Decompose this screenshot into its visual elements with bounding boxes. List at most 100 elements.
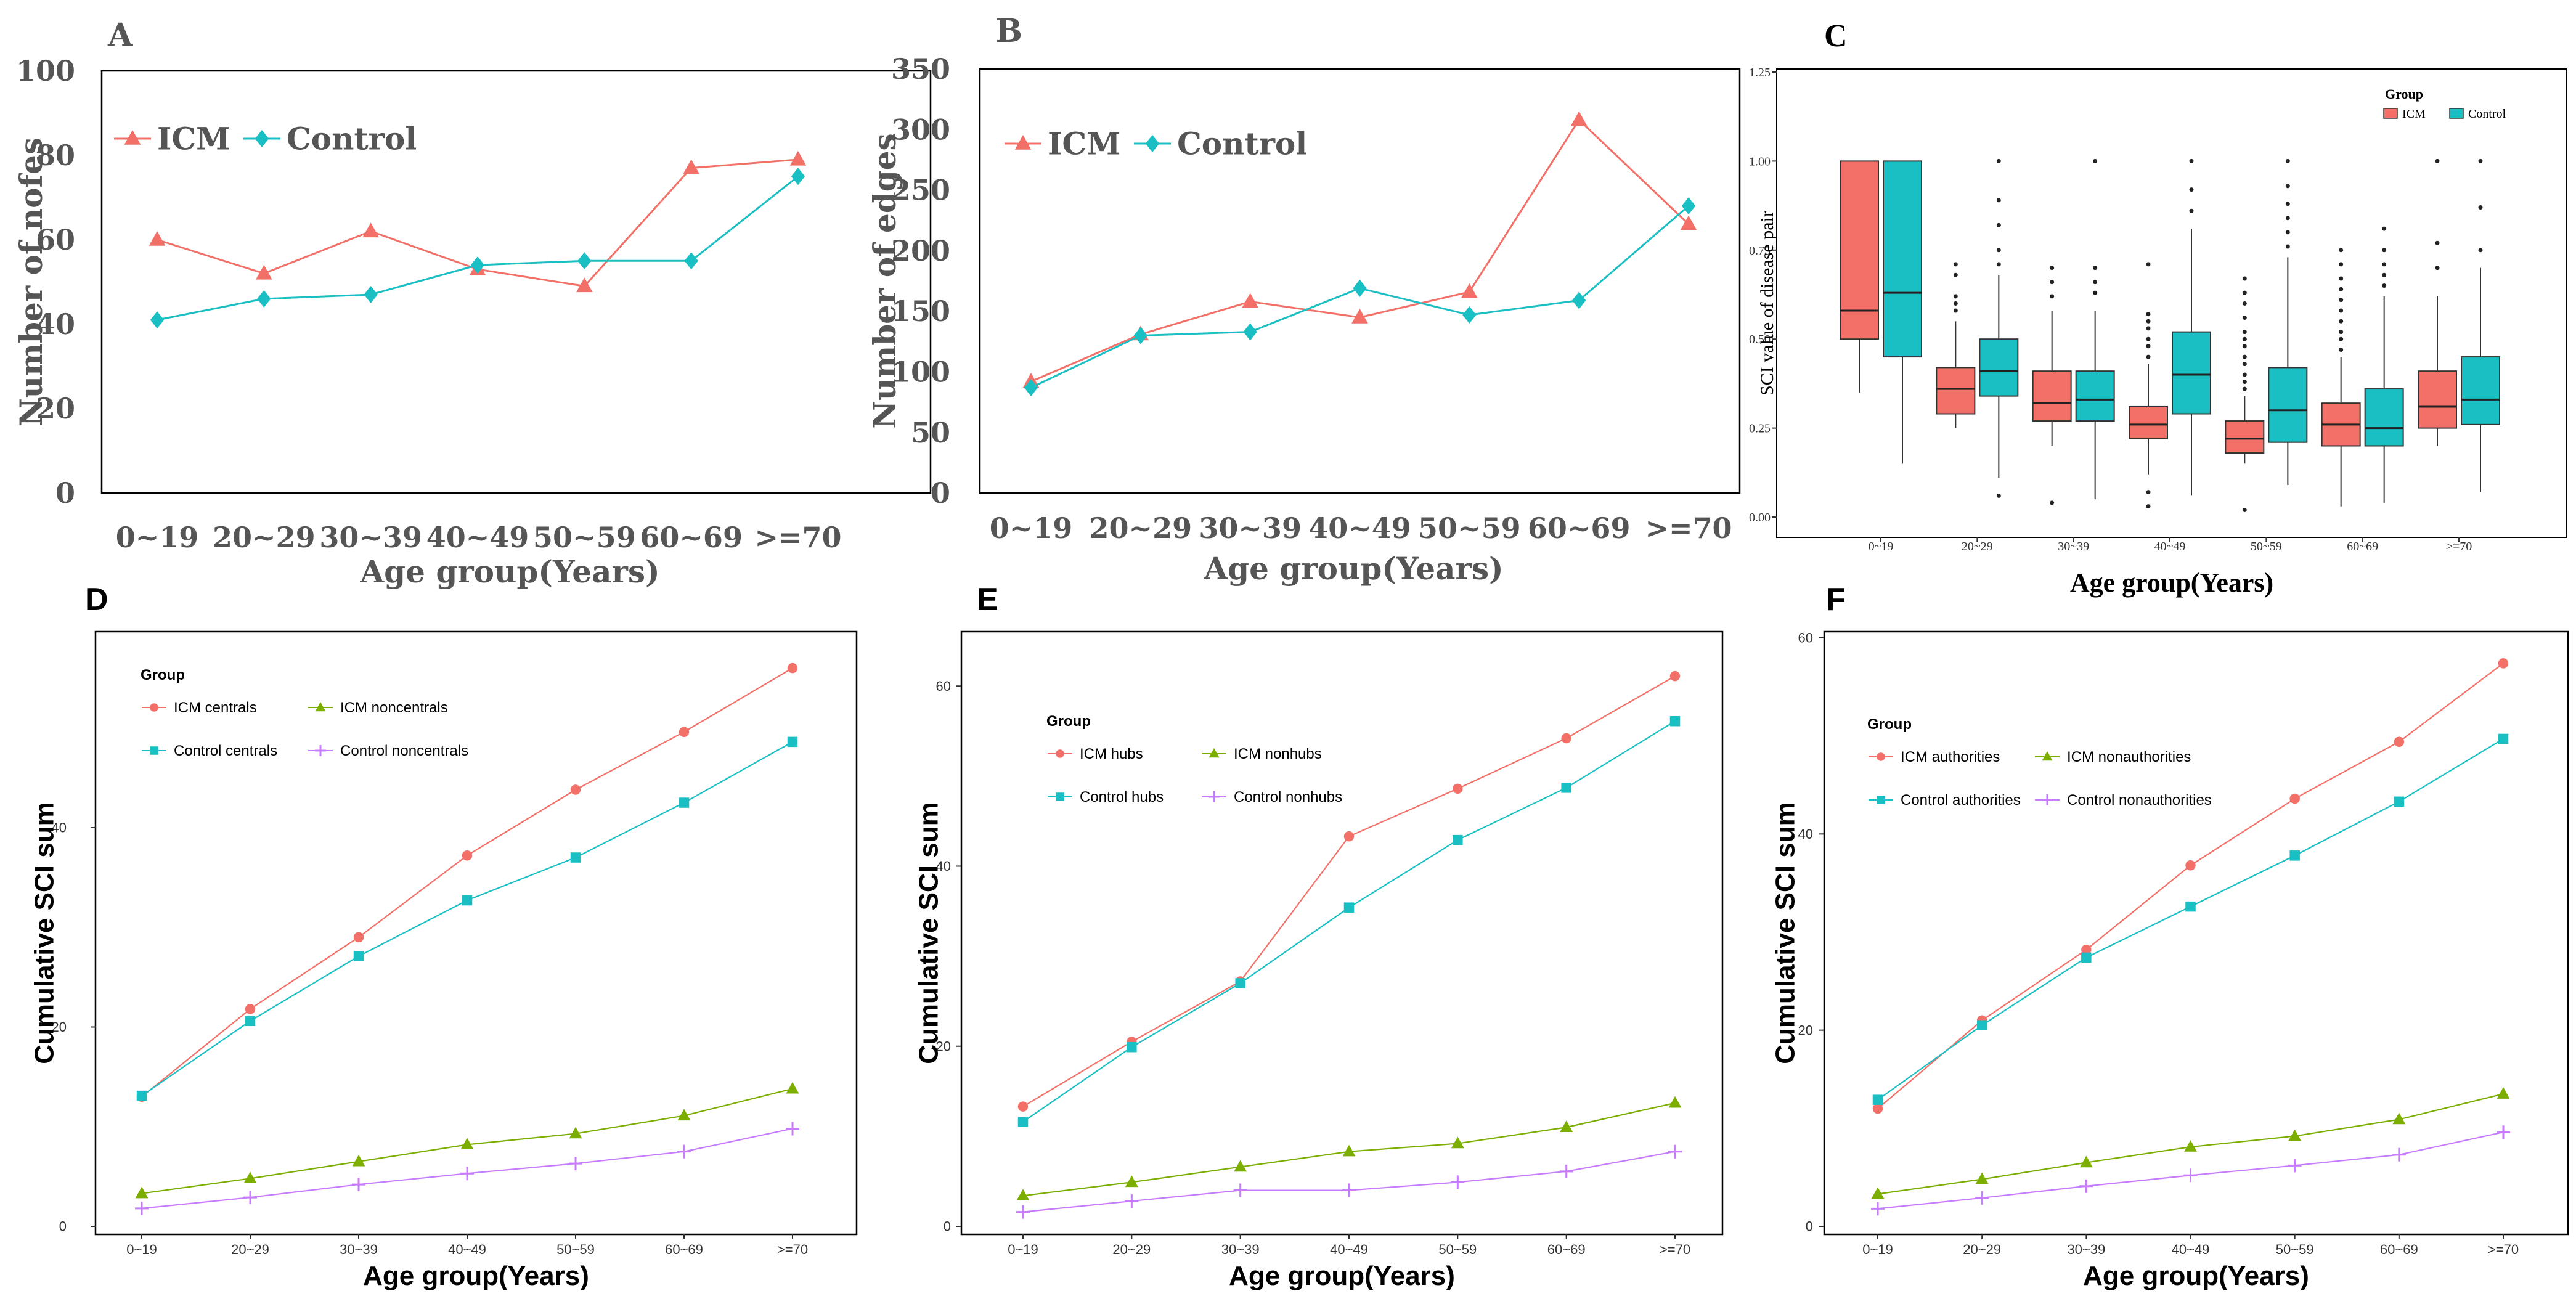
x-tick-label: 50~59 xyxy=(533,521,636,554)
data-point xyxy=(2185,901,2196,912)
outlier-point xyxy=(2478,248,2483,253)
y-tick-label: 300 xyxy=(891,113,950,146)
outlier-point xyxy=(2093,158,2098,163)
y-tick-label: 40 xyxy=(1798,826,1813,842)
data-point xyxy=(2184,1140,2197,1152)
box-40~49 xyxy=(2129,262,2168,509)
series-control-noncentrals xyxy=(135,1122,799,1215)
data-point xyxy=(1681,197,1696,215)
box-body xyxy=(2075,370,2115,422)
data-point xyxy=(1461,283,1478,298)
data-point xyxy=(1017,1101,1029,1112)
x-tick-label: 0~19 xyxy=(1869,540,1894,553)
data-point xyxy=(1669,715,1681,727)
data-point xyxy=(243,1171,257,1184)
outlier-point xyxy=(2435,266,2440,271)
data-point xyxy=(679,727,690,737)
legend-marker xyxy=(255,130,269,147)
legend-marker xyxy=(1877,796,1885,804)
legend-marker xyxy=(1014,135,1032,150)
outlier-point xyxy=(2382,248,2387,253)
y-tick-label: 0.00 xyxy=(1749,511,1771,524)
data-point xyxy=(362,222,379,238)
data-point xyxy=(2394,796,2405,807)
outlier-point xyxy=(1996,158,2001,163)
box-20~29 xyxy=(1936,262,1976,428)
legend: ICM Control xyxy=(1005,126,1307,162)
data-point xyxy=(1343,831,1355,842)
outlier-point xyxy=(2339,276,2344,281)
outlier-point xyxy=(2339,330,2344,335)
series-icm xyxy=(1840,158,2457,512)
outlier-point xyxy=(2146,354,2151,359)
y-axis-title: SCI value of disease pair xyxy=(1757,211,1777,396)
outlier-point xyxy=(2285,202,2290,206)
x-tick-label: 50~59 xyxy=(1418,511,1521,545)
series-control-authorities xyxy=(1872,733,2509,1105)
box-30~39 xyxy=(2075,158,2115,500)
legend-label: ICM xyxy=(2402,107,2426,121)
outlier-point xyxy=(2050,500,2055,505)
x-tick-label: 60~69 xyxy=(2347,540,2378,553)
data-point xyxy=(1560,1120,1573,1132)
x-tick-label: 0~19 xyxy=(126,1242,157,1257)
x-tick-label: 20~29 xyxy=(1112,1242,1151,1257)
legend-marker xyxy=(1877,752,1885,761)
outlier-point xyxy=(2285,230,2290,235)
series-icm-noncentrals xyxy=(135,1082,799,1199)
data-point xyxy=(1016,1189,1030,1201)
box-body xyxy=(2225,420,2265,454)
outlier-point xyxy=(2242,354,2247,359)
data-point xyxy=(2289,850,2300,861)
legend-swatch xyxy=(2383,108,2398,119)
x-tick-label: >=70 xyxy=(754,521,841,554)
y-tick-label: 0 xyxy=(1806,1219,1813,1234)
data-point xyxy=(2288,1159,2302,1173)
outlier-point xyxy=(2242,316,2247,320)
x-tick-label: 40~49 xyxy=(2154,540,2186,553)
data-point xyxy=(1133,327,1148,344)
legend-marker xyxy=(1145,135,1160,152)
outlier-point xyxy=(1996,248,2001,253)
data-point xyxy=(1342,1183,1356,1197)
outlier-point xyxy=(2242,336,2247,341)
series-line xyxy=(1022,720,1676,1123)
data-point xyxy=(1017,1117,1029,1127)
data-point xyxy=(2081,952,2092,963)
box-body xyxy=(1979,338,2019,397)
data-point xyxy=(1127,1041,1137,1053)
data-point xyxy=(1680,215,1697,230)
outlier-point xyxy=(2050,294,2055,299)
series-icm-nonauthorities xyxy=(1871,1087,2510,1199)
box-body xyxy=(1840,160,1879,340)
x-tick-label: 30~39 xyxy=(2058,540,2089,553)
data-point xyxy=(677,1144,691,1159)
outlier-point xyxy=(2435,240,2440,245)
outlier-point xyxy=(1953,272,1958,277)
data-point xyxy=(1453,834,1463,845)
x-tick-label: 0~19 xyxy=(1008,1242,1038,1257)
box-0~19 xyxy=(1840,160,1879,393)
data-point xyxy=(1871,1187,1885,1199)
x-axis-title: Age group(Years) xyxy=(2070,568,2273,598)
data-point xyxy=(460,1167,474,1181)
series-control xyxy=(1024,197,1696,396)
panel-label-b: B xyxy=(995,12,1022,50)
data-point xyxy=(1235,978,1245,988)
panel-a: A 0 20 40 60 80 100 0~19 20~29 30~39 40~49 50~59 60~… xyxy=(13,17,932,590)
y-axis-title: Cumulative SCI sum xyxy=(30,802,60,1064)
box-body xyxy=(2032,370,2072,422)
legend-marker xyxy=(124,130,141,145)
outlier-point xyxy=(2242,386,2247,391)
series-icm-authorities xyxy=(1872,658,2509,1114)
y-tick-label: 80 xyxy=(36,139,75,172)
x-tick-label: 20~29 xyxy=(231,1242,269,1257)
y-axis-title: Cumulative SCI sum xyxy=(914,802,944,1064)
data-point xyxy=(570,852,581,863)
data-point xyxy=(149,231,166,246)
outlier-point xyxy=(1996,262,2001,267)
data-point xyxy=(2498,733,2509,744)
data-point xyxy=(1872,1103,1883,1114)
box-60~69 xyxy=(2321,248,2361,507)
